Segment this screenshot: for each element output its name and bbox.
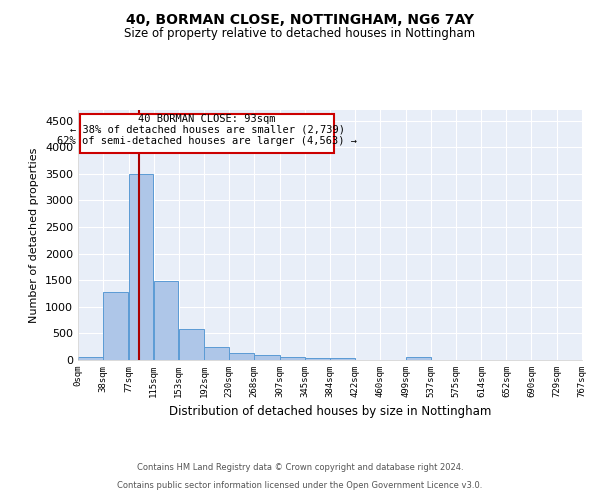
Bar <box>205 346 229 360</box>
Text: 62% of semi-detached houses are larger (4,563) →: 62% of semi-detached houses are larger (… <box>57 136 357 146</box>
Text: 40 BORMAN CLOSE: 93sqm: 40 BORMAN CLOSE: 93sqm <box>139 114 276 124</box>
Text: Contains public sector information licensed under the Open Government Licence v3: Contains public sector information licen… <box>118 481 482 490</box>
Text: Size of property relative to detached houses in Nottingham: Size of property relative to detached ho… <box>124 28 476 40</box>
Bar <box>179 328 204 360</box>
Bar <box>103 292 128 360</box>
Bar <box>229 353 254 360</box>
Bar <box>154 282 178 360</box>
Text: ← 38% of detached houses are smaller (2,739): ← 38% of detached houses are smaller (2,… <box>70 125 344 135</box>
Bar <box>78 358 103 360</box>
Bar <box>406 357 431 360</box>
Bar <box>254 355 280 360</box>
Bar <box>305 358 330 360</box>
FancyBboxPatch shape <box>80 114 334 153</box>
Bar <box>129 174 154 360</box>
Text: Contains HM Land Registry data © Crown copyright and database right 2024.: Contains HM Land Registry data © Crown c… <box>137 464 463 472</box>
Bar <box>331 358 355 360</box>
Bar <box>280 357 305 360</box>
Y-axis label: Number of detached properties: Number of detached properties <box>29 148 40 322</box>
Text: 40, BORMAN CLOSE, NOTTINGHAM, NG6 7AY: 40, BORMAN CLOSE, NOTTINGHAM, NG6 7AY <box>126 12 474 26</box>
X-axis label: Distribution of detached houses by size in Nottingham: Distribution of detached houses by size … <box>169 406 491 418</box>
